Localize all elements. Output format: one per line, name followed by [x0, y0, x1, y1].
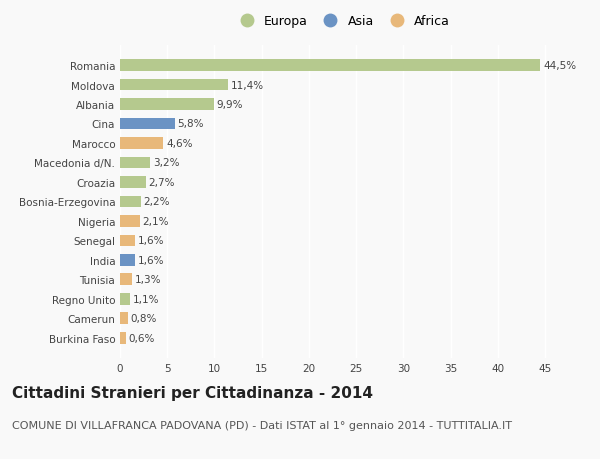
- Text: COMUNE DI VILLAFRANCA PADOVANA (PD) - Dati ISTAT al 1° gennaio 2014 - TUTTITALIA: COMUNE DI VILLAFRANCA PADOVANA (PD) - Da…: [12, 420, 512, 430]
- Bar: [120, 60, 541, 72]
- Bar: [120, 99, 214, 111]
- Text: 3,2%: 3,2%: [153, 158, 179, 168]
- Text: 0,6%: 0,6%: [128, 333, 155, 343]
- Bar: [120, 118, 175, 130]
- Bar: [120, 157, 150, 169]
- Bar: [120, 235, 135, 246]
- Text: 9,9%: 9,9%: [217, 100, 243, 110]
- Text: 0,8%: 0,8%: [130, 313, 157, 324]
- Bar: [120, 138, 163, 150]
- Bar: [120, 177, 146, 188]
- Text: 1,6%: 1,6%: [138, 255, 164, 265]
- Text: 4,6%: 4,6%: [166, 139, 193, 149]
- Text: 1,3%: 1,3%: [135, 274, 161, 285]
- Text: 2,2%: 2,2%: [143, 197, 170, 207]
- Bar: [120, 79, 227, 91]
- Bar: [120, 293, 130, 305]
- Bar: [120, 274, 132, 285]
- Text: 11,4%: 11,4%: [230, 80, 263, 90]
- Bar: [120, 313, 128, 325]
- Bar: [120, 196, 141, 208]
- Text: 1,6%: 1,6%: [138, 236, 164, 246]
- Bar: [120, 254, 135, 266]
- Legend: Europa, Asia, Africa: Europa, Asia, Africa: [230, 11, 454, 32]
- Text: 2,1%: 2,1%: [143, 216, 169, 226]
- Text: 2,7%: 2,7%: [148, 178, 175, 188]
- Text: 1,1%: 1,1%: [133, 294, 160, 304]
- Text: Cittadini Stranieri per Cittadinanza - 2014: Cittadini Stranieri per Cittadinanza - 2…: [12, 386, 373, 401]
- Text: 5,8%: 5,8%: [178, 119, 204, 129]
- Bar: [120, 216, 140, 227]
- Text: 44,5%: 44,5%: [543, 61, 577, 71]
- Bar: [120, 332, 125, 344]
